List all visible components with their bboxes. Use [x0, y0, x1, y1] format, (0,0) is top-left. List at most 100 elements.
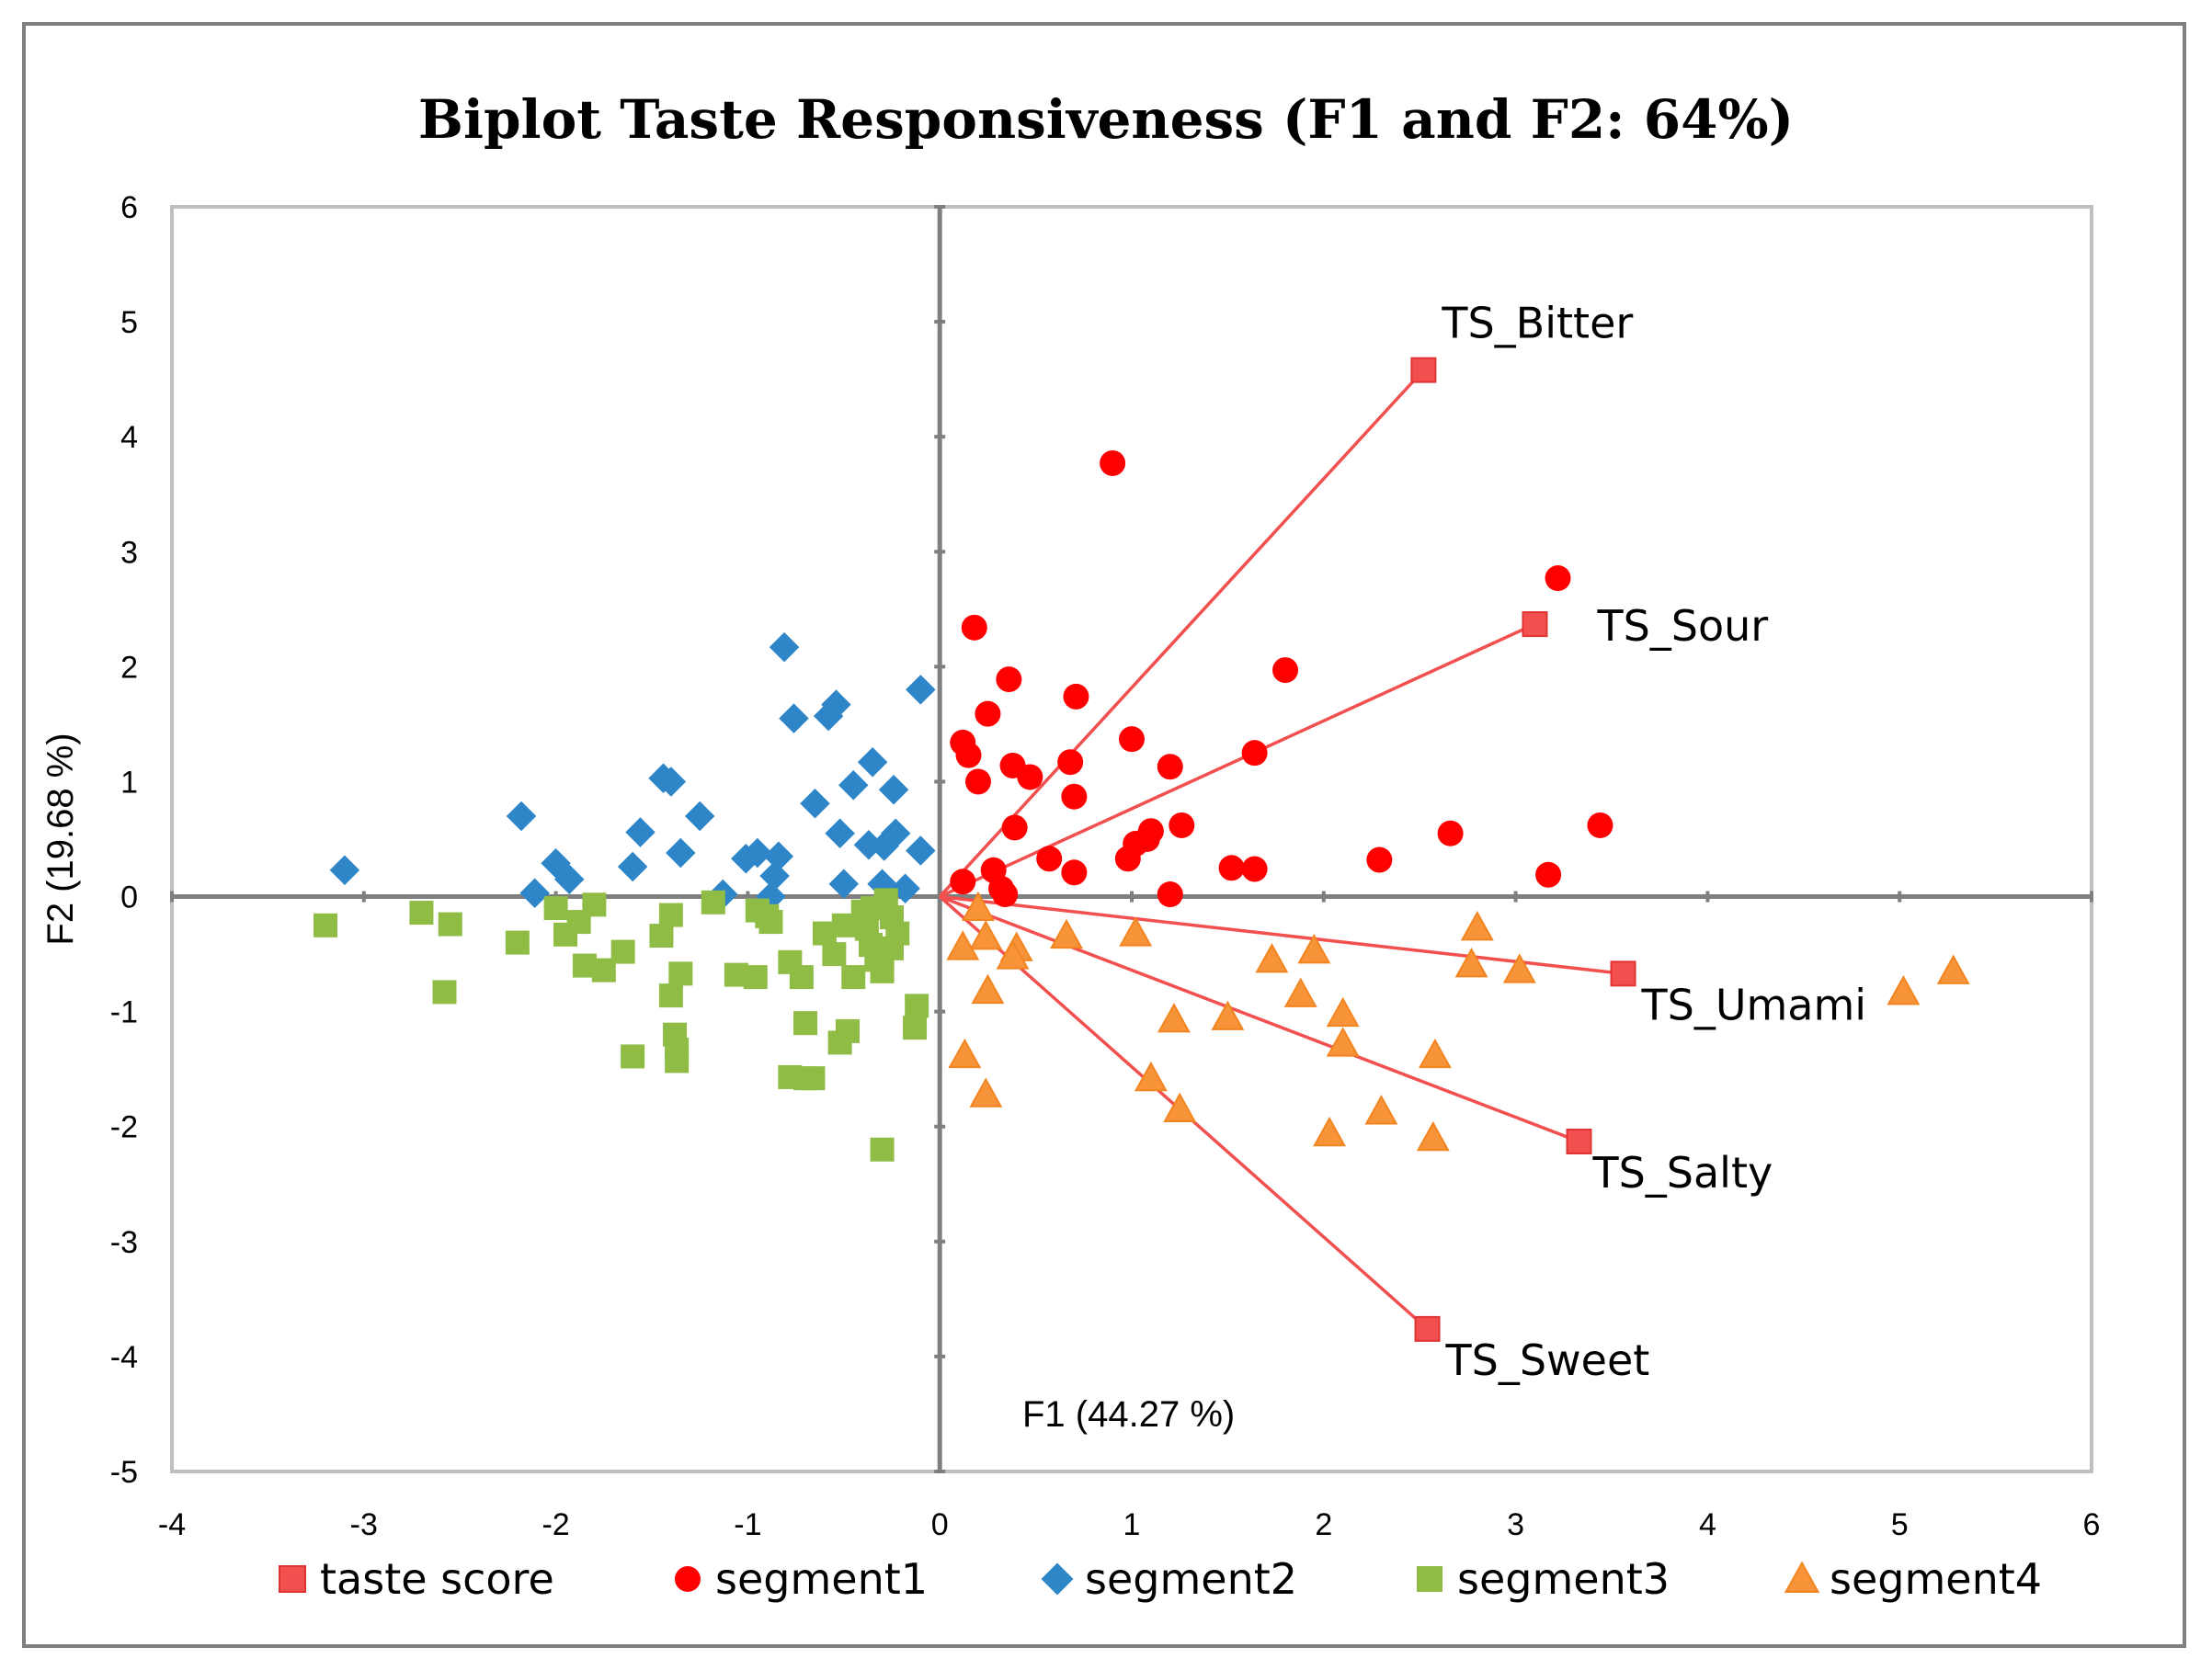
segment2-point	[759, 860, 790, 892]
segment3-point	[758, 910, 783, 935]
segment4-point	[996, 939, 1030, 970]
segment1-point	[1057, 749, 1084, 776]
legend-label: taste score	[320, 1554, 554, 1604]
segment3-point	[658, 983, 683, 1008]
taste-score-point	[1414, 1315, 1441, 1342]
legend-marker	[1784, 1561, 1820, 1593]
vector-line	[939, 622, 1536, 899]
segment4-series	[946, 891, 1970, 1152]
segment1-point	[1114, 846, 1141, 872]
x-tick-label: 3	[1507, 1507, 1524, 1542]
segment4-point	[1255, 943, 1289, 973]
segment1-point	[1157, 754, 1183, 780]
vector-line	[939, 894, 1580, 1143]
chart-title: Biplot Taste Responsiveness (F1 and F2: …	[417, 88, 1795, 151]
segment3-point	[505, 930, 530, 955]
legend-item: segment4	[1784, 1554, 2042, 1604]
legend-label: segment4	[1830, 1554, 2042, 1604]
y-tick-label: -1	[110, 995, 138, 1030]
segment1-point	[1241, 856, 1268, 882]
chart-frame	[22, 22, 2186, 1648]
segment4-point	[1460, 911, 1494, 941]
legend-label: segment3	[1457, 1554, 1670, 1604]
segment4-point	[1283, 977, 1317, 1007]
segment1-point	[1001, 814, 1028, 841]
segment2-point	[617, 851, 648, 882]
segment1-point	[964, 768, 991, 795]
segment1-point	[1587, 812, 1613, 838]
segment2-point	[731, 844, 761, 874]
y-tick-label: -2	[110, 1110, 138, 1145]
vector-label: TS_Salty	[1592, 1148, 1773, 1198]
segment2-point	[825, 818, 855, 848]
segment3-point	[438, 912, 462, 937]
segment2-point	[329, 855, 360, 886]
segment4-point	[1454, 948, 1488, 978]
segment3-point	[835, 1018, 860, 1043]
segment4-point	[1416, 1120, 1450, 1152]
segment3-point	[409, 901, 434, 926]
segment3-series	[314, 888, 929, 1162]
y-tick-label: 0	[120, 880, 138, 915]
segment1-point	[1535, 861, 1562, 888]
x-tick-label: -2	[542, 1507, 569, 1542]
y-tick-label: -4	[110, 1340, 138, 1375]
y-axis-title: F2 (19.68 %)	[40, 733, 81, 945]
segment3-point	[903, 1016, 928, 1040]
segment3-point	[432, 980, 457, 1005]
taste-score-point	[1610, 960, 1636, 987]
segment1-point	[1061, 783, 1088, 810]
x-tick-label: -1	[734, 1507, 761, 1542]
axes-layer	[170, 205, 2093, 1473]
legend-marker	[279, 1565, 306, 1593]
segment1-point	[950, 869, 976, 895]
legend: taste score segment1 segment2 segment3 segme…	[279, 1554, 2042, 1604]
segment4-point	[1134, 1061, 1168, 1092]
y-tick-label: 2	[120, 650, 138, 685]
legend-marker	[1417, 1566, 1442, 1592]
segment1-point	[1119, 726, 1145, 753]
segment2-point	[684, 801, 715, 832]
segment1-point	[1366, 846, 1393, 873]
x-tick-label: 4	[1699, 1507, 1716, 1542]
segment2-point	[553, 864, 585, 895]
segment4-point	[1297, 934, 1331, 964]
segment2-point	[666, 837, 696, 869]
segment3-point	[649, 924, 674, 949]
segment2-point	[800, 788, 830, 819]
x-tick-label: -3	[350, 1507, 378, 1542]
segment4-point	[1119, 916, 1153, 947]
plot-area	[170, 205, 2093, 1473]
vector-line	[940, 894, 1624, 976]
legend-item: segment3	[1417, 1554, 1670, 1604]
segment1-point	[1545, 565, 1571, 592]
segment2-point	[779, 703, 809, 733]
segment1-point	[1272, 657, 1299, 684]
x-tick-label: -4	[158, 1507, 186, 1542]
segment4-point	[1326, 1027, 1360, 1057]
segment1-point	[955, 742, 982, 768]
segment4-point	[1163, 1092, 1197, 1122]
y-tick-label: -3	[110, 1225, 138, 1260]
segment4-point	[969, 920, 1003, 950]
segment3-point	[905, 994, 929, 1018]
segment1-point	[1218, 855, 1245, 881]
segment3-point	[543, 896, 568, 921]
segment4-point	[1157, 1003, 1191, 1033]
segment1-point	[1157, 881, 1183, 908]
segment3-point	[870, 944, 895, 969]
taste-score-series: TS_Bitter TS_Sour TS_Umami TS_Salty TS_Sweet	[1410, 299, 1866, 1385]
segment2-point	[519, 878, 550, 909]
segment3-point	[841, 965, 866, 990]
segment2-point	[869, 831, 899, 861]
taste-score-point	[1410, 357, 1437, 383]
segment1-point	[1036, 846, 1063, 872]
segment4-point	[1050, 918, 1083, 949]
y-tick-label: 4	[120, 420, 138, 455]
segment1-series	[950, 449, 1613, 908]
y-tick-label: 5	[120, 305, 138, 340]
segment2-point	[813, 700, 844, 732]
x-tick-label: 6	[2083, 1507, 2101, 1542]
segment4-point	[971, 973, 1005, 1005]
segment3-point	[610, 939, 635, 964]
